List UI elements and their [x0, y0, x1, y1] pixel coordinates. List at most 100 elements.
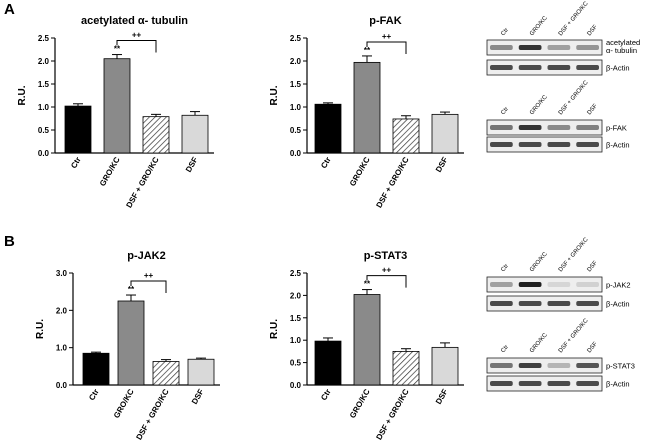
- y-tick-label: 1.0: [290, 103, 302, 112]
- y-tick-label: 0.0: [290, 381, 302, 390]
- blot-band: [576, 125, 599, 130]
- x-tick-label: GRO/KC: [348, 387, 372, 419]
- y-tick-label: 1.0: [38, 103, 50, 112]
- lane-label: Ctr: [500, 263, 510, 273]
- lane-label: Ctr: [500, 27, 510, 37]
- y-tick-label: 1.0: [56, 344, 68, 353]
- blot-band: [518, 282, 542, 287]
- blot-band: [518, 142, 542, 147]
- y-tick-label: 1.5: [290, 80, 302, 89]
- y-tick-label: 0.5: [290, 359, 302, 368]
- y-tick-label: 1.0: [290, 336, 302, 345]
- lane-label: DSF: [587, 103, 600, 116]
- bar-gro-kc: [103, 58, 131, 154]
- chart-title: p-STAT3: [364, 250, 408, 262]
- x-tick-label: DSF: [190, 387, 206, 405]
- bar-dsf: [187, 358, 215, 386]
- blot-band: [547, 282, 571, 287]
- blot-band: [490, 45, 513, 50]
- blot-band: [547, 45, 571, 50]
- x-tick-label: GRO/KC: [98, 155, 122, 187]
- blot-strip: [486, 136, 603, 153]
- blot-band: [547, 363, 571, 368]
- bar-ctr: [64, 105, 92, 154]
- lane-label: GRO/KC: [529, 332, 549, 354]
- chart-title: acetylated α- tubulin: [81, 15, 188, 27]
- x-tick-label: GRO/KC: [348, 155, 372, 187]
- blot-band: [518, 381, 542, 386]
- lane-label: DSF + GRO/KC: [558, 79, 590, 116]
- bar-ctr: [314, 103, 342, 154]
- blot-strip: [486, 357, 603, 374]
- y-tick-label: 2.0: [56, 306, 68, 315]
- x-tick-label: Ctr: [319, 388, 333, 403]
- bar-dsf-gro-kc: [142, 116, 170, 154]
- bar-gro-kc: [353, 294, 381, 386]
- chart-1: p-FAK R.U. 0.0 0.5 1.0 1.5 2.0 2.5 Ctr GRO/KC DSF …: [269, 15, 464, 209]
- x-tick-label: DSF + GRO/KC: [374, 387, 410, 440]
- blot-band: [518, 65, 542, 70]
- blot-strip: [486, 59, 603, 76]
- blot-band: [576, 65, 599, 70]
- blot-band: [490, 282, 513, 287]
- bar-ctr: [82, 352, 110, 386]
- comparison-marker: ++: [382, 32, 392, 41]
- y-axis-label: R.U.: [269, 319, 280, 339]
- y-tick-label: 0.5: [290, 126, 302, 135]
- blot-band: [547, 65, 571, 70]
- bar-ctr: [314, 340, 342, 386]
- blot-band: [576, 45, 599, 50]
- comparison-bracket: [366, 275, 407, 288]
- y-tick-label: 2.0: [38, 57, 50, 66]
- y-tick-label: 1.5: [38, 80, 50, 89]
- blot-row-label: β-Actin: [606, 380, 630, 389]
- comparison-bracket: [366, 41, 407, 54]
- comparison-bracket: [116, 40, 157, 53]
- x-tick-label: Ctr: [87, 388, 101, 403]
- x-tick-label: GRO/KC: [112, 387, 136, 419]
- lane-label: DSF + GRO/KC: [558, 236, 590, 273]
- blot-strip: [486, 276, 603, 293]
- blot-band: [547, 301, 571, 306]
- blot-band: [490, 381, 513, 386]
- y-axis-label: R.U.: [269, 85, 280, 105]
- y-tick-label: 2.0: [290, 57, 302, 66]
- x-tick-label: DSF + GRO/KC: [124, 155, 160, 209]
- blot-band: [576, 363, 599, 368]
- x-tick-label: DSF: [434, 155, 450, 173]
- bar-dsf: [431, 346, 459, 386]
- x-tick-label: DSF + GRO/KC: [134, 387, 170, 440]
- lane-label: DSF + GRO/KC: [558, 0, 590, 37]
- blot-band: [576, 381, 599, 386]
- blot-band: [576, 142, 599, 147]
- bar-dsf-gro-kc: [152, 361, 180, 386]
- chart-title: p-JAK2: [127, 250, 166, 262]
- comparison-marker: ++: [132, 31, 142, 40]
- blot-band: [518, 45, 542, 50]
- blot-band: [490, 125, 513, 130]
- blot-band: [547, 381, 571, 386]
- blot-band: [576, 301, 599, 306]
- blot-row-label: p-STAT3: [606, 362, 635, 371]
- comparison-bracket: [130, 280, 167, 294]
- blot-row-label: acetylated α- tubulin: [606, 38, 640, 55]
- y-tick-label: 2.5: [290, 269, 302, 278]
- blot-band: [576, 282, 599, 287]
- bar-gro-kc: [117, 300, 145, 386]
- lane-label: Ctr: [500, 106, 510, 116]
- blot-band: [547, 125, 571, 130]
- blot-band: [490, 65, 513, 70]
- y-tick-label: 0.5: [38, 126, 50, 135]
- blot-row-label: β-Actin: [606, 64, 630, 73]
- comparison-marker: ++: [382, 266, 392, 275]
- blot-row-label: β-Actin: [606, 141, 630, 150]
- y-axis-label: R.U.: [17, 85, 28, 105]
- lane-label: DSF: [587, 341, 600, 354]
- blot-row-label: β-Actin: [606, 300, 630, 309]
- lane-label: DSF: [587, 260, 600, 273]
